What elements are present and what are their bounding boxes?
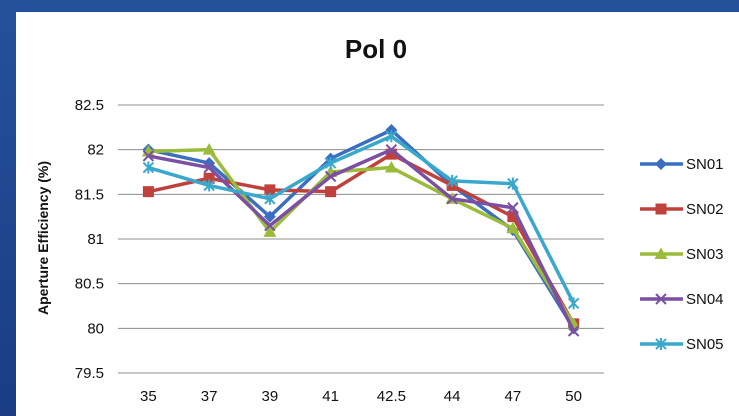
y-tick-label: 80.5 — [75, 276, 104, 293]
data-point — [325, 186, 337, 198]
y-axis-label: Aperture Efficiency (%) — [35, 161, 51, 315]
y-tick-label: 81.5 — [75, 186, 104, 203]
y-tick-label: 82.5 — [75, 97, 104, 114]
x-tick-label: 41 — [322, 388, 339, 405]
legend-item: SN03 — [640, 246, 724, 263]
data-point — [446, 193, 458, 205]
x-tick-label: 39 — [262, 388, 279, 405]
series-sn04 — [142, 143, 580, 337]
data-point — [385, 148, 397, 160]
data-point — [324, 170, 337, 183]
y-tick-label: 81 — [87, 231, 104, 248]
data-point — [506, 221, 520, 234]
legend-item: SN01 — [640, 156, 724, 173]
legend-marker — [655, 203, 667, 215]
series-line — [148, 147, 576, 325]
chart-panel — [16, 12, 739, 416]
data-point — [507, 177, 519, 190]
data-point — [264, 184, 276, 196]
data-point — [446, 174, 458, 187]
y-tick-labels: 82.5 82 81.5 81 80.5 80 79.5 — [75, 97, 104, 382]
data-point — [142, 161, 155, 174]
data-point — [567, 325, 580, 337]
chart-title: Pol 0 — [345, 34, 407, 64]
legend: SN01 SN02 SN03 SN04 SN05 — [640, 156, 724, 353]
data-point — [203, 161, 215, 174]
x-tick-label: 47 — [505, 388, 522, 405]
data-point — [567, 297, 580, 310]
x-tick-label: 44 — [444, 388, 461, 405]
data-point — [385, 143, 398, 156]
data-point — [264, 192, 276, 205]
series-line — [148, 147, 576, 332]
x-tick-label: 37 — [201, 388, 218, 405]
gridlines — [118, 104, 604, 374]
data-point — [385, 130, 398, 143]
data-point — [324, 157, 337, 170]
series-sn05 — [142, 130, 580, 310]
data-point — [263, 225, 277, 237]
data-point — [203, 179, 215, 192]
data-point — [142, 186, 154, 198]
data-point — [203, 172, 215, 184]
legend-label: SN03 — [686, 246, 724, 263]
legend-marker — [654, 247, 668, 259]
data-point — [507, 202, 519, 214]
data-point — [384, 161, 398, 173]
legend-marker — [655, 338, 667, 350]
data-point — [507, 211, 519, 223]
legend-item: SN05 — [640, 336, 724, 353]
legend-marker — [655, 158, 667, 170]
y-tick-label: 80 — [87, 320, 104, 337]
legend-label: SN05 — [686, 336, 724, 353]
x-tick-label: 50 — [565, 388, 582, 405]
legend-label: SN02 — [686, 201, 724, 218]
data-point — [202, 143, 216, 155]
x-tick-label: 42.5 — [377, 388, 406, 405]
y-tick-label: 79.5 — [75, 365, 104, 382]
data-point — [263, 210, 276, 223]
data-point — [264, 219, 276, 232]
data-point — [142, 150, 155, 162]
legend-marker — [655, 293, 667, 305]
series-sn03 — [141, 143, 581, 329]
y-tick-label: 82 — [87, 142, 104, 159]
series-line — [147, 152, 576, 325]
legend-item: SN02 — [640, 201, 724, 218]
x-tick-label: 35 — [140, 388, 157, 405]
series-lines — [141, 124, 581, 337]
series-line — [147, 134, 576, 305]
legend-item: SN04 — [640, 291, 724, 308]
x-tick-labels: 35 37 39 41 42.5 44 47 50 — [140, 388, 582, 405]
legend-label: SN01 — [686, 156, 724, 173]
legend-label: SN04 — [686, 291, 724, 308]
